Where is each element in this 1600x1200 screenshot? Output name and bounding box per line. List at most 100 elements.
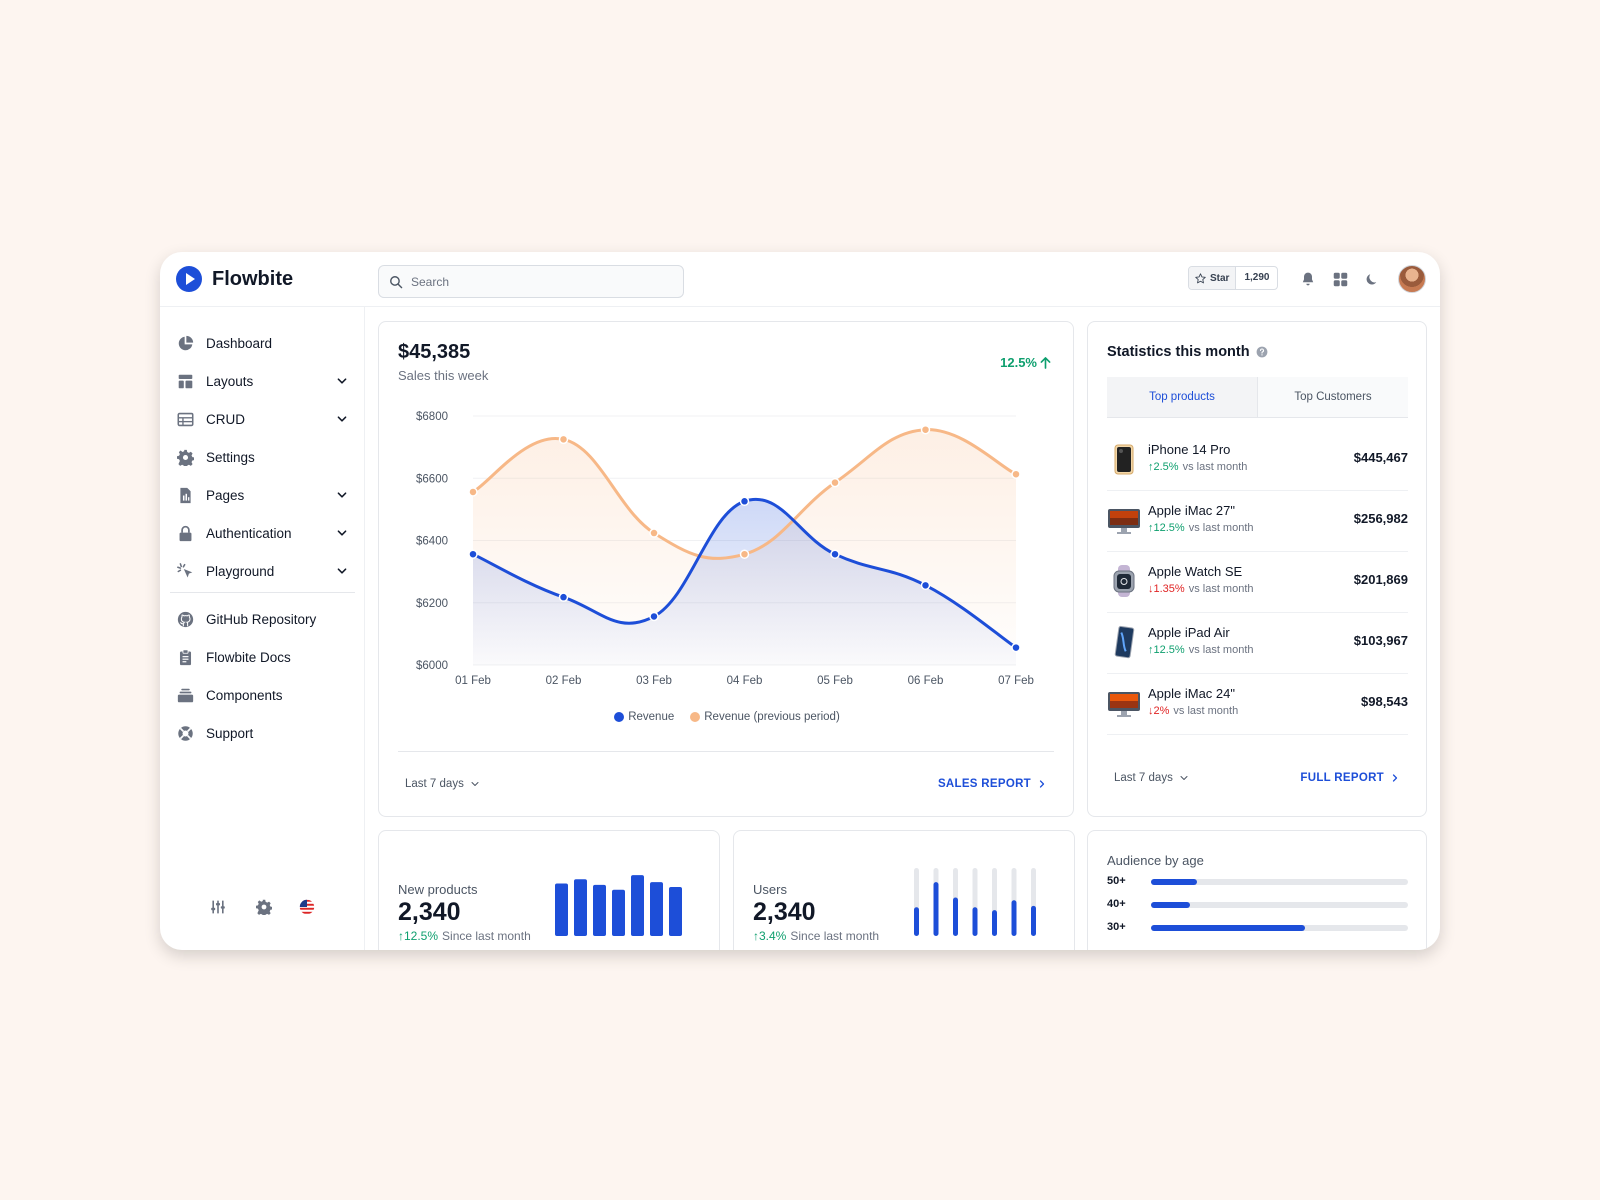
product-name: Apple iPad Air [1148, 625, 1230, 640]
product-change: ↑12.5% vs last month [1148, 644, 1254, 656]
legend-item-previous-period[interactable]: Revenue (previous period) [690, 711, 840, 723]
app-window: Flowbite Star 1,290 Dashboard [160, 252, 1440, 950]
sidebar-item-label: Authentication [206, 525, 292, 541]
collection-icon [176, 686, 194, 704]
search-input[interactable] [411, 274, 661, 289]
sidebar-item-layouts[interactable]: Layouts [176, 366, 352, 396]
sidebar-item-label: Pages [206, 487, 245, 503]
report-link-label: SALES REPORT [937, 778, 1031, 790]
users-label: Users [753, 882, 787, 897]
adjustments-icon[interactable] [208, 897, 228, 917]
y-tick-label: $6800 [416, 411, 448, 423]
sidebar-item-label: GitHub Repository [206, 611, 317, 627]
product-value: $98,543 [1361, 694, 1408, 709]
list-item[interactable]: Apple iPad Air ↑12.5% vs last month $103,… [1107, 613, 1408, 674]
lifebuoy-icon [176, 724, 194, 742]
brand-logo[interactable]: Flowbite [176, 266, 293, 292]
sidebar-divider [170, 592, 355, 593]
sidebar-item-github-repository[interactable]: GitHub Repository [176, 604, 352, 634]
chevron-down-icon [337, 530, 347, 536]
sidebar-item-settings[interactable]: Settings [176, 442, 352, 472]
sales-report-link[interactable]: SALES REPORT [938, 778, 1047, 790]
sales-subtitle: Sales this week [398, 368, 489, 383]
bell-icon[interactable] [1298, 269, 1318, 289]
sidebar-item-authentication[interactable]: Authentication [176, 518, 352, 548]
bar [555, 883, 568, 936]
sales-range-dropdown[interactable]: Last 7 days [405, 778, 480, 790]
y-tick-label: $6200 [416, 598, 448, 610]
list-item[interactable]: Apple iMac 24" ↓2% vs last month $98,543 [1107, 674, 1408, 735]
legend-item-revenue[interactable]: Revenue [614, 711, 674, 723]
data-point [920, 424, 931, 435]
product-change: ↓2% vs last month [1148, 705, 1239, 717]
age-row: 40+ [1107, 898, 1408, 912]
full-report-link[interactable]: FULL REPORT [1300, 772, 1400, 784]
chevron-down-icon [1180, 776, 1188, 780]
data-point [649, 611, 659, 622]
x-tick-label: 04 Feb [727, 675, 763, 687]
tab-top-customers[interactable]: Top Customers [1294, 391, 1372, 403]
age-label: 30+ [1107, 921, 1126, 933]
users-bar-chart [914, 868, 1036, 936]
sidebar-item-playground[interactable]: Playground [176, 556, 352, 586]
moon-icon[interactable] [1362, 269, 1382, 289]
iphone-icon [1114, 444, 1134, 475]
product-change-down: ↓1.35% [1148, 583, 1185, 595]
star-icon [1195, 272, 1206, 283]
product-change: ↑12.5% vs last month [1148, 522, 1254, 534]
users-change: ↑3.4% Since last month [753, 929, 880, 943]
sidebar-item-pages[interactable]: Pages [176, 480, 352, 510]
data-point [649, 528, 659, 538]
sidebar-item-label: Layouts [206, 373, 254, 389]
brand-name: Flowbite [212, 267, 294, 290]
chevron-down-icon [337, 492, 347, 498]
age-label: 40+ [1107, 898, 1126, 910]
x-tick-label: 07 Feb [998, 675, 1034, 687]
statistics-tabs: Top products Top Customers [1107, 377, 1408, 418]
age-bar-track [1151, 902, 1408, 908]
product-change-down: ↓2% [1148, 705, 1170, 717]
x-tick-label: 02 Feb [546, 675, 582, 687]
data-point [468, 487, 478, 497]
bar [593, 884, 606, 936]
apps-grid-icon[interactable] [1330, 269, 1350, 289]
clipboard-icon [176, 648, 194, 666]
github-star-button[interactable]: Star 1,290 [1188, 266, 1279, 290]
y-tick-label: $6000 [416, 660, 448, 672]
audience-card: Audience by age 50+ 40+ 30+ [1087, 830, 1427, 950]
question-circle-icon[interactable] [1256, 346, 1268, 358]
sidebar-item-flowbite-docs[interactable]: Flowbite Docs [176, 642, 352, 672]
data-point [830, 549, 840, 559]
sidebar-item-dashboard[interactable]: Dashboard [176, 328, 352, 358]
age-row: 50+ [1107, 875, 1408, 889]
dropdown-label: Last 7 days [405, 778, 464, 790]
age-row: 30+ [1107, 921, 1408, 935]
us-flag-icon[interactable] [297, 897, 317, 917]
bar [574, 879, 587, 936]
sidebar-item-label: Dashboard [206, 335, 273, 351]
sidebar-item-label: Settings [206, 449, 255, 465]
sidebar-item-crud[interactable]: CRUD [176, 404, 352, 434]
chart-legend: Revenue Revenue (previous period) [379, 711, 1075, 723]
data-point [558, 592, 569, 602]
tab-top-products[interactable]: Top products [1107, 377, 1258, 417]
gear-icon[interactable] [254, 897, 274, 917]
list-item[interactable]: Apple Watch SE ↓1.35% vs last month $201,… [1107, 552, 1408, 613]
legend-marker [690, 712, 701, 722]
new-products-bar-chart [555, 875, 682, 936]
sales-total: $45,385 [398, 341, 471, 363]
audience-title: Audience by age [1107, 853, 1204, 868]
list-item[interactable]: Apple iMac 27" ↑12.5% vs last month $256,… [1107, 491, 1408, 552]
sidebar-item-components[interactable]: Components [176, 680, 352, 710]
bar [1011, 900, 1017, 936]
new-products-card: New products 2,340 ↑12.5% Since last mont… [378, 830, 720, 950]
x-tick-label: 06 Feb [908, 675, 944, 687]
lock-icon [176, 524, 194, 542]
data-point [468, 549, 478, 559]
sidebar-item-support[interactable]: Support [176, 718, 352, 748]
list-item[interactable]: iPhone 14 Pro ↑2.5% vs last month $445,46… [1107, 430, 1408, 491]
product-value: $445,467 [1353, 450, 1408, 465]
user-avatar[interactable] [1398, 265, 1426, 293]
data-point [1011, 642, 1021, 653]
stats-range-dropdown[interactable]: Last 7 days [1114, 772, 1189, 784]
